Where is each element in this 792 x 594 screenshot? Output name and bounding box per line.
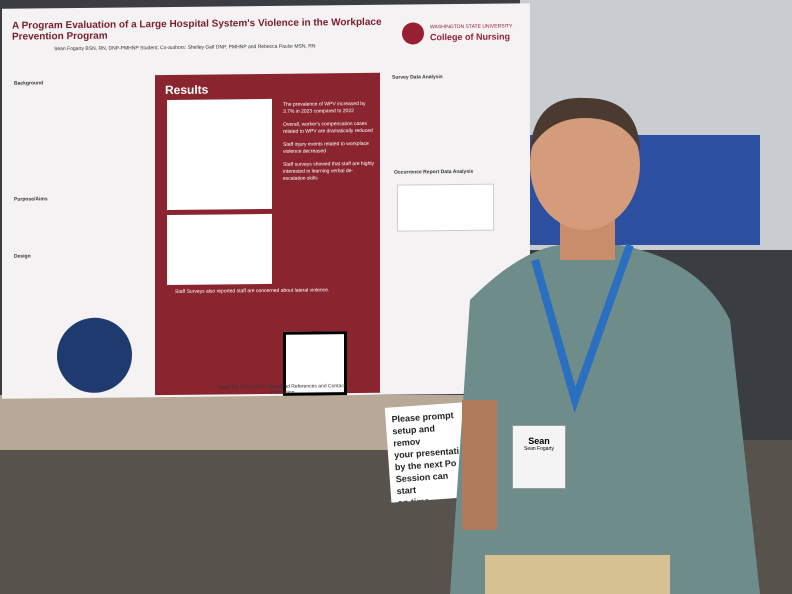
head [530, 100, 640, 230]
hair [530, 97, 640, 150]
shirt [450, 245, 760, 594]
arm [462, 400, 497, 530]
pants [485, 555, 670, 594]
badge-name: Sean [528, 436, 550, 446]
badge: Sean Sean Fogarty [512, 425, 566, 489]
badge-full-name: Sean Fogarty [523, 446, 555, 452]
lanyard [531, 243, 634, 414]
